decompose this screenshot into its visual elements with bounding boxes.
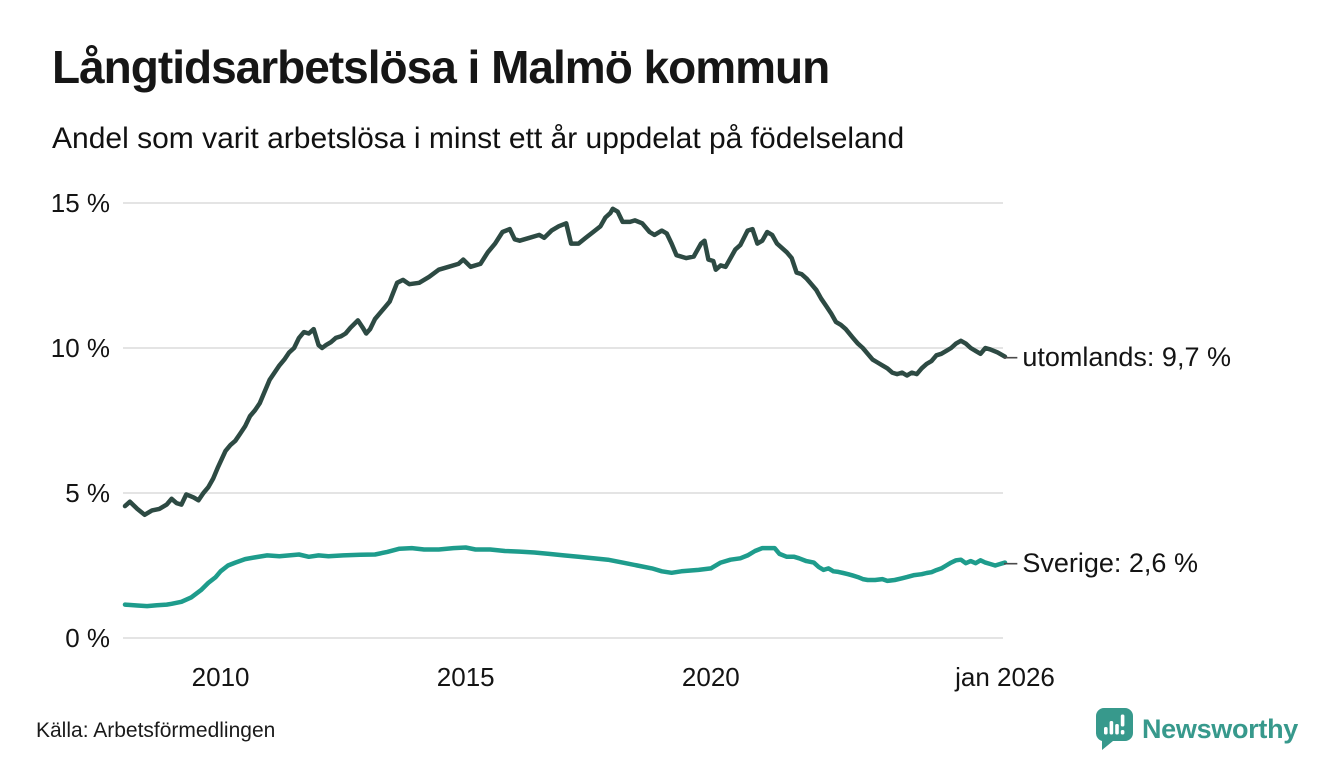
utomlands-end-label-text: utomlands: 9,7 % [1022,341,1231,372]
x-axis-tick-label: 2015 [436,662,495,692]
y-axis-tick-label: 10 % [50,333,110,363]
brand-logo: Newsworthy [1095,708,1298,750]
x-axis-tick-label: 2020 [681,662,740,692]
y-axis-tick-label: 0 % [65,623,110,653]
sverige-end-label: – Sverige: 2,6 % [1004,545,1198,581]
source-note: Källa: Arbetsförmedlingen [36,719,276,742]
newsworthy-logo-icon [1095,708,1133,750]
chart-subtitle: Andel som varit arbetslösa i minst ett å… [52,122,905,155]
x-axis-tick-label: jan 2026 [955,662,1055,692]
utomlands-line [122,206,1008,518]
y-axis-tick-label: 15 % [50,188,110,218]
sverige-line [122,545,1008,609]
chart-title: Långtidsarbetslösa i Malmö kommun [52,41,830,93]
y-axis-tick-label: 5 % [65,478,110,508]
end-label-dash: – [1004,342,1018,370]
utomlands-end-label: – utomlands: 9,7 % [1004,339,1231,375]
end-label-dash: – [1004,548,1018,576]
x-axis-tick-label: 2010 [191,662,250,692]
brand-name: Newsworthy [1141,713,1298,744]
sverige-end-label-text: Sverige: 2,6 % [1022,547,1198,578]
